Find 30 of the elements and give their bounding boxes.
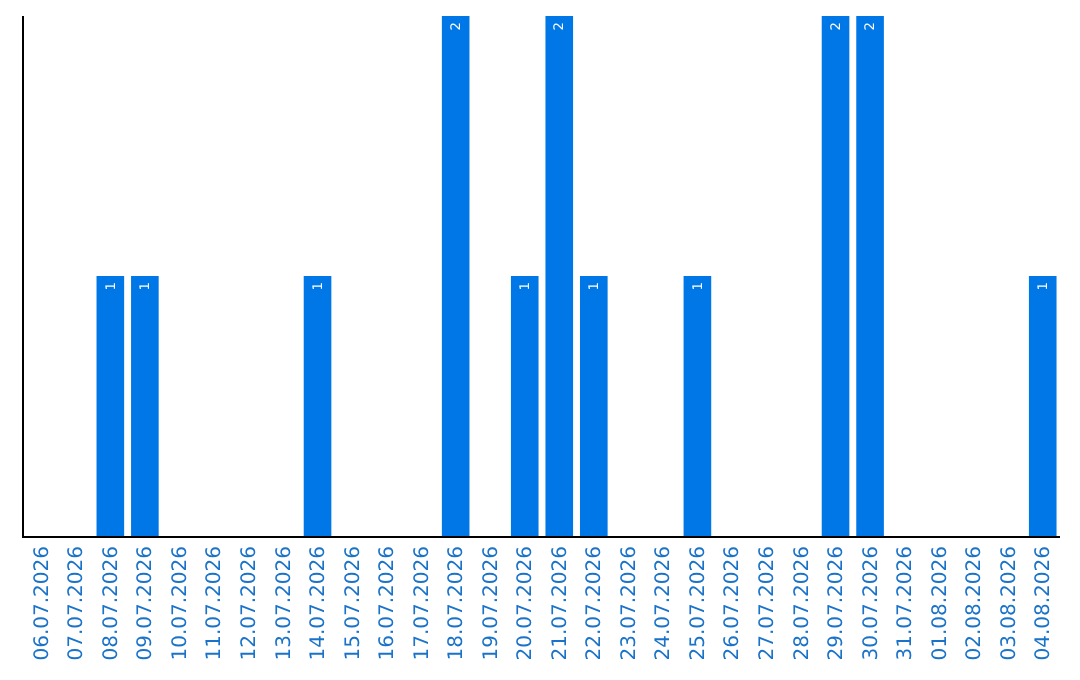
x-tick-label: 10.07.2026 <box>169 546 192 661</box>
x-tick-label: 07.07.2026 <box>66 546 89 661</box>
x-tick-label: 28.07.2026 <box>791 546 814 661</box>
x-tick-label: 04.08.2026 <box>1033 546 1056 661</box>
x-tick-label: 18.07.2026 <box>446 546 469 661</box>
x-tick-label: 24.07.2026 <box>653 546 676 661</box>
x-tick-label: 20.07.2026 <box>515 546 538 661</box>
x-tick-label: 12.07.2026 <box>238 546 261 661</box>
x-tick-label: 22.07.2026 <box>584 546 607 661</box>
x-tick-label: 09.07.2026 <box>135 546 158 661</box>
x-tick-label: 11.07.2026 <box>204 546 227 661</box>
x-tick-label: 17.07.2026 <box>411 546 434 661</box>
x-tick-label: 30.07.2026 <box>860 546 883 661</box>
x-tick-label: 31.07.2026 <box>895 546 918 661</box>
x-tick-label: 15.07.2026 <box>342 546 365 661</box>
x-tick-label: 14.07.2026 <box>308 546 331 661</box>
x-tick-label: 21.07.2026 <box>549 546 572 661</box>
x-tick-label: 26.07.2026 <box>722 546 745 661</box>
x-tick-label: 27.07.2026 <box>756 546 779 661</box>
x-tick-label: 25.07.2026 <box>687 546 710 661</box>
x-tick-label: 08.07.2026 <box>100 546 123 661</box>
x-tick-label: 03.08.2026 <box>998 546 1021 661</box>
x-tick-label: 13.07.2026 <box>273 546 296 661</box>
x-tick-label: 19.07.2026 <box>480 546 503 661</box>
x-tick-label: 01.08.2026 <box>929 546 952 661</box>
x-tick-label: 06.07.2026 <box>31 546 54 661</box>
x-tick-label: 16.07.2026 <box>377 546 400 661</box>
x-tick-label: 23.07.2026 <box>618 546 641 661</box>
x-tick-label: 29.07.2026 <box>826 546 849 661</box>
x-tick-label: 02.08.2026 <box>964 546 987 661</box>
